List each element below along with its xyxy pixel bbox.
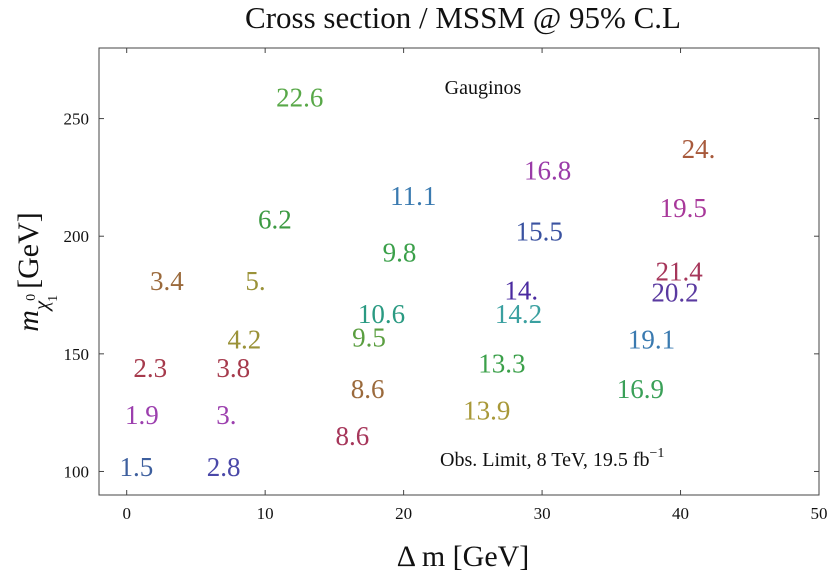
y-axis-label-text: mχ0 1[GeV]	[12, 212, 61, 332]
y-axis-label-m: m	[12, 310, 45, 332]
y-tick-label: 150	[64, 345, 90, 364]
x-tick-label: 30	[534, 504, 551, 523]
data-point-label: 15.5	[516, 217, 563, 247]
data-point-label: 13.9	[463, 395, 510, 425]
data-point-label: 2.8	[207, 452, 241, 482]
x-tick-label: 0	[122, 504, 131, 523]
x-tick-label: 40	[672, 504, 689, 523]
data-point-label: 6.2	[258, 205, 292, 235]
data-points: 1.5 2.8 1.9 3. 2.3 3.84.2 3.4 5. 6.2 22.6 8.6 8.6 9.…	[120, 82, 716, 481]
y-axis-label-chi: χ	[29, 300, 53, 312]
limit-annotation-sup: −1	[650, 446, 665, 461]
x-tick-label: 20	[395, 504, 412, 523]
y-axis-label-unit: [GeV]	[12, 212, 45, 289]
data-point-label: 8.6	[351, 374, 385, 404]
x-tick-label: 50	[811, 504, 828, 523]
data-point-label: 14.	[504, 275, 538, 305]
data-point-label: 1.9	[125, 400, 159, 430]
plot-frame	[98, 47, 820, 496]
data-point-label: 2.3	[133, 353, 167, 383]
y-axis-label: mχ0 1[GeV]	[12, 212, 61, 332]
data-point-label: 21.4	[656, 257, 704, 287]
data-point-label: 3.8	[216, 353, 250, 383]
y-axis-label-sup: 0	[24, 294, 39, 301]
x-axis-label: Δ m [GeV]	[397, 540, 530, 573]
data-point-label: 3.4	[150, 266, 184, 296]
data-point-label: 20.2	[651, 278, 698, 308]
x-tick-label: 10	[257, 504, 274, 523]
data-point-label: 9.8	[383, 238, 417, 268]
limit-annotation-text: Obs. Limit, 8 TeV, 19.5 fb	[440, 449, 650, 471]
data-point-label: 19.5	[660, 193, 707, 223]
y-tick-label: 100	[64, 462, 90, 481]
data-point-label: 22.6	[276, 82, 323, 112]
data-point-label: 16.8	[524, 155, 571, 185]
y-tick-label: 250	[64, 110, 90, 129]
data-point-label: 10.6	[358, 299, 405, 329]
limit-annotation: Obs. Limit, 8 TeV, 19.5 fb−1	[440, 446, 664, 471]
region-annotation: Gauginos	[445, 77, 522, 99]
data-point-label: 4.2	[228, 325, 262, 355]
data-point-label: 8.6	[336, 421, 370, 451]
data-point-label: 13.3	[478, 348, 525, 378]
data-point-label: 14.2	[495, 299, 542, 329]
data-point-label: 9.5	[352, 322, 386, 352]
data-point-label: 1.5	[120, 452, 154, 482]
y-axis-label-sub: 1	[46, 295, 61, 302]
data-point-label: 3.	[216, 400, 236, 430]
axis-ticks: 0 10 20 30 40 50 100 150 200 250	[64, 48, 828, 523]
data-point-label: 24.	[682, 134, 716, 164]
data-point-label: 5.	[245, 266, 265, 296]
chart-title: Cross section / MSSM @ 95% C.L	[245, 0, 681, 35]
data-point-label: 11.1	[390, 181, 436, 211]
data-point-label: 19.1	[628, 325, 675, 355]
y-tick-label: 200	[64, 227, 90, 246]
data-point-label: 16.9	[617, 374, 664, 404]
